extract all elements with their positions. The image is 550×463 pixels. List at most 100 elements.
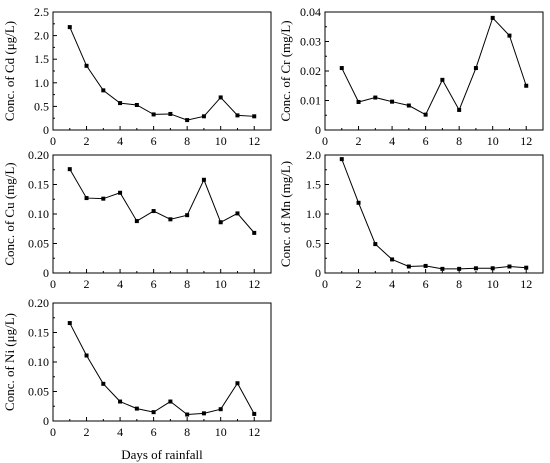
y-tick-label: 2.5 xyxy=(34,5,49,19)
data-point xyxy=(151,112,156,117)
data-point xyxy=(201,114,206,119)
y-tick-label: 0.5 xyxy=(34,99,49,113)
series-line xyxy=(341,158,527,270)
x-tick-label: 0 xyxy=(322,277,328,291)
chart-panel-2: 0 2 4 6 8 10 12 0 0.01 0.02 0.03 0.04 Conc. of Cr (m… xyxy=(278,5,544,148)
x-tick-label: 12 xyxy=(248,277,260,291)
x-tick-label: 0 xyxy=(50,134,56,148)
x-tick-label: 0 xyxy=(322,134,328,148)
x-tick-label: 6 xyxy=(151,425,157,439)
x-tick-label: 10 xyxy=(487,134,499,148)
data-point xyxy=(339,66,344,71)
plot-frame xyxy=(52,302,272,422)
data-point xyxy=(185,118,190,123)
data-point xyxy=(84,353,89,358)
data-point xyxy=(235,381,240,386)
y-tick-label: 2.0 xyxy=(306,148,321,162)
x-tick-label: 12 xyxy=(520,134,532,148)
data-point xyxy=(423,263,428,268)
plot-frame xyxy=(324,154,544,274)
chart-panel-3: 0 2 4 6 8 10 12 0 0.05 0.10 0.15 0.20 Conc. of Cu (m… xyxy=(2,148,272,291)
x-tick-label: 4 xyxy=(117,134,123,148)
y-tick-label: 0.05 xyxy=(28,237,49,251)
series-line xyxy=(341,16,527,116)
y-tick-label: 0.5 xyxy=(306,237,321,251)
x-tick-label: 10 xyxy=(215,134,227,148)
y-tick-label: 0.20 xyxy=(28,148,49,162)
data-point xyxy=(252,114,257,119)
y-axis-label: Conc. of Cd (μg/L) xyxy=(2,21,17,121)
data-point xyxy=(457,107,462,112)
x-tick-label: 12 xyxy=(248,425,260,439)
y-tick-label: 1.5 xyxy=(34,52,49,66)
x-tick-label: 4 xyxy=(117,425,123,439)
data-point xyxy=(406,103,411,108)
data-point xyxy=(440,266,445,271)
y-tick-label: 0.20 xyxy=(28,296,49,310)
data-point xyxy=(118,399,123,404)
data-point xyxy=(252,230,257,235)
data-point xyxy=(440,77,445,82)
y-tick-label: 0.03 xyxy=(300,35,321,49)
data-point xyxy=(507,33,512,38)
y-tick-label: 0.02 xyxy=(300,64,321,78)
y-axis-label: Conc. of Cu (mg/L) xyxy=(2,162,17,265)
data-point xyxy=(168,217,173,222)
data-point xyxy=(118,101,123,106)
data-point xyxy=(390,99,395,104)
y-tick-label: 0.04 xyxy=(300,5,321,19)
plot-frame xyxy=(324,11,544,131)
data-point xyxy=(67,25,72,30)
data-point xyxy=(373,95,378,100)
data-point xyxy=(252,411,257,416)
y-tick-label: 0.01 xyxy=(300,94,321,108)
series-line xyxy=(69,322,255,416)
x-tick-label: 2 xyxy=(356,134,362,148)
data-point xyxy=(235,211,240,216)
y-tick-label: 0.10 xyxy=(28,355,49,369)
y-tick-label: 0.05 xyxy=(28,385,49,399)
x-tick-label: 10 xyxy=(487,277,499,291)
x-tick-label: 8 xyxy=(456,277,462,291)
data-point xyxy=(423,112,428,117)
data-point xyxy=(134,219,139,224)
y-tick-label: 0 xyxy=(315,266,321,280)
data-point xyxy=(457,266,462,271)
x-tick-label: 2 xyxy=(84,134,90,148)
chart-panel-5: 0 2 4 6 8 10 12 0 0.05 0.10 0.15 0.20 Conc. of Ni (μ… xyxy=(2,296,272,462)
y-tick-label: 0 xyxy=(43,123,49,137)
x-tick-label: 12 xyxy=(248,134,260,148)
x-tick-label: 6 xyxy=(151,134,157,148)
data-point xyxy=(507,264,512,269)
data-point xyxy=(201,411,206,416)
x-tick-label: 4 xyxy=(389,277,395,291)
data-point xyxy=(67,167,72,172)
data-point xyxy=(524,265,529,270)
data-point xyxy=(356,200,361,205)
x-tick-label: 4 xyxy=(389,134,395,148)
chart-panel-1: 0 2 4 6 8 10 12 0 0.5 1.0 1.5 2.0 2.5 Conc. of Cd (μg… xyxy=(2,5,272,148)
data-point xyxy=(201,177,206,182)
data-point xyxy=(84,63,89,68)
x-tick-label: 2 xyxy=(84,425,90,439)
data-point xyxy=(373,242,378,247)
data-point xyxy=(84,196,89,201)
x-tick-label: 2 xyxy=(356,277,362,291)
chart-panel-4: 0 2 4 6 8 10 12 0 0.5 1.0 1.5 2.0 Conc. of Mn (mg/L) xyxy=(278,148,544,291)
data-point xyxy=(218,407,223,412)
x-tick-label: 10 xyxy=(215,277,227,291)
x-tick-label: 0 xyxy=(50,277,56,291)
x-tick-label: 8 xyxy=(184,277,190,291)
y-tick-label: 0.10 xyxy=(28,207,49,221)
plot-frame xyxy=(52,11,272,131)
y-axis-label: Conc. of Mn (mg/L) xyxy=(278,161,293,267)
x-tick-label: 6 xyxy=(423,277,429,291)
x-tick-label: 6 xyxy=(423,134,429,148)
x-tick-label: 2 xyxy=(84,277,90,291)
data-point xyxy=(101,381,106,386)
data-point xyxy=(356,99,361,104)
data-point xyxy=(235,113,240,118)
y-tick-label: 1.0 xyxy=(34,76,49,90)
data-point xyxy=(101,88,106,93)
